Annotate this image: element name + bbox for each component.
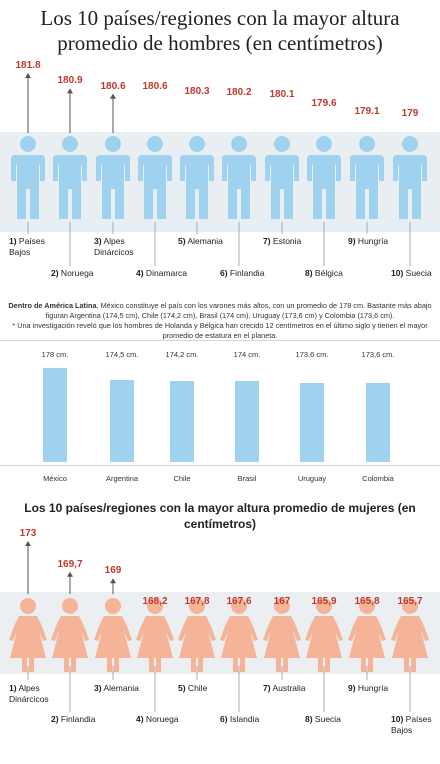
men-value-5: 180.3 [184,85,210,97]
men-arrowhead-3 [110,93,116,99]
women-value-8: 165,9 [311,596,337,607]
woman-figure-5 [178,598,216,672]
page-title: Los 10 países/regiones con la mayor altu… [40,6,400,55]
men-value-3: 180.6 [100,80,126,92]
woman-figure-8 [305,598,343,672]
man-figure-7 [265,136,299,219]
men-value-7: 180.1 [269,89,295,101]
woman-figure-1 [9,598,47,672]
men-country-label-10: 10) Suecia [391,268,432,278]
latam-bar-2 [110,379,134,462]
latam-bar-5 [300,382,324,462]
women-country-label-9: 9) Hungría [348,683,389,693]
men-value-2: 180.9 [57,75,83,87]
man-figure-9 [350,136,384,219]
latam-value-2: 174,5 cm. [105,350,139,359]
latam-value-4: 174 cm. [233,350,261,359]
latam-value-5: 173,6 cm. [295,350,329,359]
latam-country-1: México [43,474,67,483]
men-arrowhead-1 [25,73,31,78]
men-country-label-4: 4) Dinamarca [136,268,188,278]
latam-bar-3 [170,380,194,462]
men-value-1: 181.8 [15,60,41,71]
men-country-label-9: 9) Hungría [348,236,389,246]
women-country-label-2: 2) Finlandia [51,714,96,724]
note-footnote: * Una investigación reveló que los hombr… [12,321,428,340]
men-country-label-3: 3) Alpes Dinárcicos [94,236,134,257]
men-value-6: 180.2 [226,87,252,99]
women-country-label-3: 3) Alemania [94,683,139,693]
women-value-10: 165,7 [397,596,423,607]
woman-figure-7 [263,598,301,672]
latam-note: Dentro de América Latina, México constit… [6,301,434,341]
women-arrowhead-3 [110,578,116,584]
women-country-label-4: 4) Noruega [136,714,179,724]
men-country-label-8: 8) Bélgica [305,268,343,278]
man-figure-5 [180,136,214,219]
woman-figure-2 [51,598,89,672]
men-country-label-6: 6) Finlandia [220,268,265,278]
women-country-label-7: 7) Australia [263,683,306,693]
latam-bar-4 [235,381,259,462]
women-country-label-8: 8) Suecia [305,714,341,724]
women-value-6: 167,6 [226,596,252,607]
men-country-label-5: 5) Alemania [178,236,223,246]
women-country-label-10: 10) Países Bajos [391,714,432,735]
latam-country-4: Brasil [237,474,257,483]
men-value-10: 179 [401,108,419,119]
man-figure-3 [96,136,130,219]
man-figure-4 [138,136,172,219]
woman-figure-4 [136,598,174,672]
women-value-9: 165,8 [354,596,380,607]
latam-value-3: 174,2 cm. [165,350,199,359]
women-country-label-5: 5) Chile [178,683,208,693]
woman-figure-10 [391,598,429,672]
men-country-label-7: 7) Estonia [263,236,302,246]
men-country-label-2: 2) Noruega [51,268,94,278]
latam-country-6: Colombia [362,474,394,483]
women-value-2: 169,7 [57,558,83,570]
women-value-7: 167 [273,596,291,607]
woman-figure-9 [348,598,386,672]
women-title: Los 10 países/regiones con la mayor altu… [24,501,416,531]
men-value-4: 180.6 [142,80,168,92]
man-figure-2 [53,136,87,219]
women-value-3: 169 [104,565,122,577]
latam-bar-1 [43,368,67,462]
men-arrowhead-2 [67,88,73,94]
latam-value-6: 173,6 cm. [361,350,395,359]
latam-country-3: Chile [173,474,191,483]
latam-value-1: 178 cm. [41,350,69,359]
women-value-4: 168,2 [142,596,168,607]
women-arrowhead-1 [25,541,31,546]
man-figure-10 [393,136,427,219]
women-arrowhead-2 [67,571,73,577]
women-value-1: 173 [19,528,37,539]
women-value-5: 167,8 [184,596,210,607]
note-lead: Dentro de América Latina [8,301,97,310]
latam-country-5: Uruguay [297,474,327,483]
note-text: , México constituye el país con los varo… [45,301,432,320]
woman-figure-3 [94,598,132,672]
latam-country-2: Argentina [105,474,139,483]
women-country-label-1: 1) Alpes Dinárcicos [9,683,49,704]
man-figure-8 [307,136,341,219]
man-figure-6 [222,136,256,219]
men-value-8: 179.6 [311,97,337,109]
man-figure-1 [11,136,45,219]
woman-figure-6 [220,598,258,672]
women-country-label-6: 6) Islandia [220,714,260,724]
men-value-9: 179.1 [354,106,380,118]
men-country-label-1: 1) Países Bajos [9,236,45,257]
latam-bar-6 [366,382,390,462]
